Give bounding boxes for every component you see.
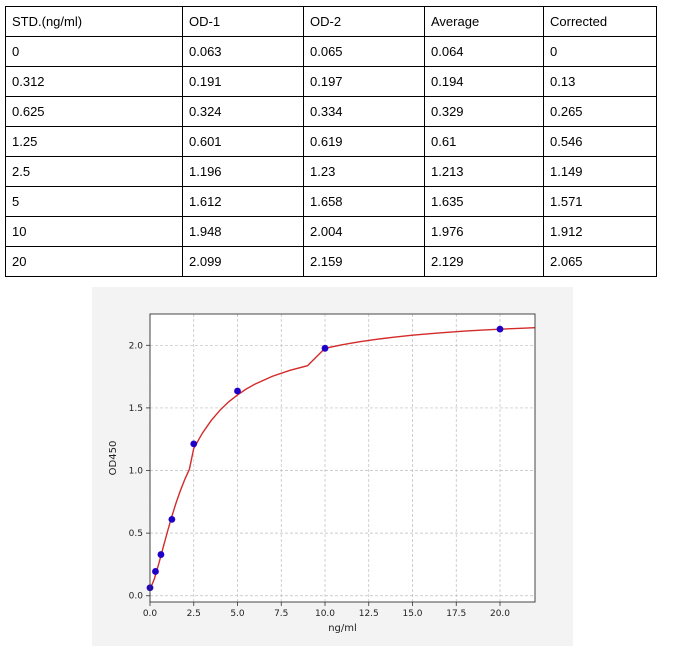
cell-std: 10 bbox=[5, 216, 183, 247]
cell-average: 0.064 bbox=[424, 36, 544, 67]
standard-curve-chart: 0.0 2.5 5.0 7.5 10.0 12.5 15.0 17.5 20.0 0.0 0.5 1.… bbox=[92, 287, 573, 646]
cell-od1: 1.612 bbox=[182, 186, 304, 217]
cell-od2: 1.23 bbox=[303, 156, 425, 187]
table-row: 2.5 1.196 1.23 1.213 1.149 bbox=[5, 156, 657, 187]
cell-od2: 1.658 bbox=[303, 186, 425, 217]
data-points bbox=[146, 325, 504, 592]
x-tick-label: 15.0 bbox=[402, 609, 422, 619]
cell-od2: 2.159 bbox=[303, 246, 425, 277]
cell-average: 1.635 bbox=[424, 186, 544, 217]
cell-od2: 0.197 bbox=[303, 66, 425, 97]
header-average: Average bbox=[424, 6, 544, 37]
data-point bbox=[234, 387, 241, 395]
cell-od1: 0.063 bbox=[182, 36, 304, 67]
cell-std: 2.5 bbox=[5, 156, 183, 187]
cell-std: 1.25 bbox=[5, 126, 183, 157]
cell-average: 2.129 bbox=[424, 246, 544, 277]
y-tick-label: 0.0 bbox=[129, 592, 144, 602]
cell-average: 0.61 bbox=[424, 126, 544, 157]
cell-od1: 2.099 bbox=[182, 246, 304, 277]
cell-od1: 0.324 bbox=[182, 96, 304, 127]
cell-od1: 0.601 bbox=[182, 126, 304, 157]
cell-std: 0.625 bbox=[5, 96, 183, 127]
table-row: 1.25 0.601 0.619 0.61 0.546 bbox=[5, 126, 657, 157]
cell-average: 1.213 bbox=[424, 156, 544, 187]
chart-svg: 0.0 2.5 5.0 7.5 10.0 12.5 15.0 17.5 20.0 0.0 0.5 1.… bbox=[108, 313, 536, 634]
cell-corrected: 1.571 bbox=[543, 186, 657, 217]
table-row: 5 1.612 1.658 1.635 1.571 bbox=[5, 186, 657, 217]
x-tick-label: 12.5 bbox=[359, 609, 379, 619]
plot-frame bbox=[149, 313, 536, 603]
cell-od2: 0.065 bbox=[303, 36, 425, 67]
cell-std: 0 bbox=[5, 36, 183, 67]
cell-corrected: 0.265 bbox=[543, 96, 657, 127]
cell-od1: 1.196 bbox=[182, 156, 304, 187]
header-corrected: Corrected bbox=[543, 6, 657, 37]
cell-corrected: 0 bbox=[543, 36, 657, 67]
y-tick-label: 2.0 bbox=[129, 341, 144, 351]
y-tick-label: 1.0 bbox=[129, 467, 144, 477]
cell-corrected: 1.912 bbox=[543, 216, 657, 247]
cell-corrected: 0.13 bbox=[543, 66, 657, 97]
cell-average: 0.329 bbox=[424, 96, 544, 127]
y-tick-label: 1.5 bbox=[129, 404, 143, 414]
cell-od2: 0.334 bbox=[303, 96, 425, 127]
cell-od1: 0.191 bbox=[182, 66, 304, 97]
header-od2: OD-2 bbox=[303, 6, 425, 37]
axis-ticks: 0.0 2.5 5.0 7.5 10.0 12.5 15.0 17.5 20.0 0.0 0.5 1.… bbox=[129, 341, 511, 619]
x-tick-label: 5.0 bbox=[230, 609, 245, 619]
y-tick-label: 0.5 bbox=[129, 529, 143, 539]
header-od1: OD-1 bbox=[182, 6, 304, 37]
x-tick-label: 7.5 bbox=[274, 609, 288, 619]
x-tick-label: 10.0 bbox=[315, 609, 335, 619]
table-row: 20 2.099 2.159 2.129 2.065 bbox=[5, 246, 657, 277]
cell-od1: 1.948 bbox=[182, 216, 304, 247]
x-tick-label: 20.0 bbox=[490, 609, 510, 619]
cell-average: 0.194 bbox=[424, 66, 544, 97]
table-header-row: STD.(ng/ml) OD-1 OD-2 Average Corrected bbox=[5, 6, 657, 37]
x-tick-label: 17.5 bbox=[446, 609, 466, 619]
plot-area bbox=[150, 314, 535, 602]
table-row: 0 0.063 0.065 0.064 0 bbox=[5, 36, 657, 67]
x-tick-label: 2.5 bbox=[187, 609, 201, 619]
data-point bbox=[190, 440, 198, 448]
cell-std: 5 bbox=[5, 186, 183, 217]
data-point bbox=[152, 568, 159, 575]
cell-average: 1.976 bbox=[424, 216, 544, 247]
cell-od2: 0.619 bbox=[303, 126, 425, 157]
table-row: 0.625 0.324 0.334 0.329 0.265 bbox=[5, 96, 657, 127]
cell-std: 20 bbox=[5, 246, 183, 277]
fit-curve-line bbox=[149, 326, 536, 590]
cell-corrected: 0.546 bbox=[543, 126, 657, 157]
header-std: STD.(ng/ml) bbox=[5, 6, 183, 37]
cell-corrected: 1.149 bbox=[543, 156, 657, 187]
cell-corrected: 2.065 bbox=[543, 246, 657, 277]
table-row: 0.312 0.191 0.197 0.194 0.13 bbox=[5, 66, 657, 97]
data-point bbox=[168, 515, 176, 523]
y-axis-label: OD450 bbox=[108, 441, 119, 476]
data-point bbox=[321, 344, 329, 352]
cell-od2: 2.004 bbox=[303, 216, 425, 247]
data-point bbox=[496, 325, 504, 333]
x-axis-label: ng/ml bbox=[328, 623, 357, 634]
data-point bbox=[157, 551, 165, 558]
cell-std: 0.312 bbox=[5, 66, 183, 97]
standard-curve-table: STD.(ng/ml) OD-1 OD-2 Average Corrected … bbox=[5, 6, 657, 277]
table-row: 10 1.948 2.004 1.976 1.912 bbox=[5, 216, 657, 247]
x-tick-label: 0.0 bbox=[143, 609, 158, 619]
